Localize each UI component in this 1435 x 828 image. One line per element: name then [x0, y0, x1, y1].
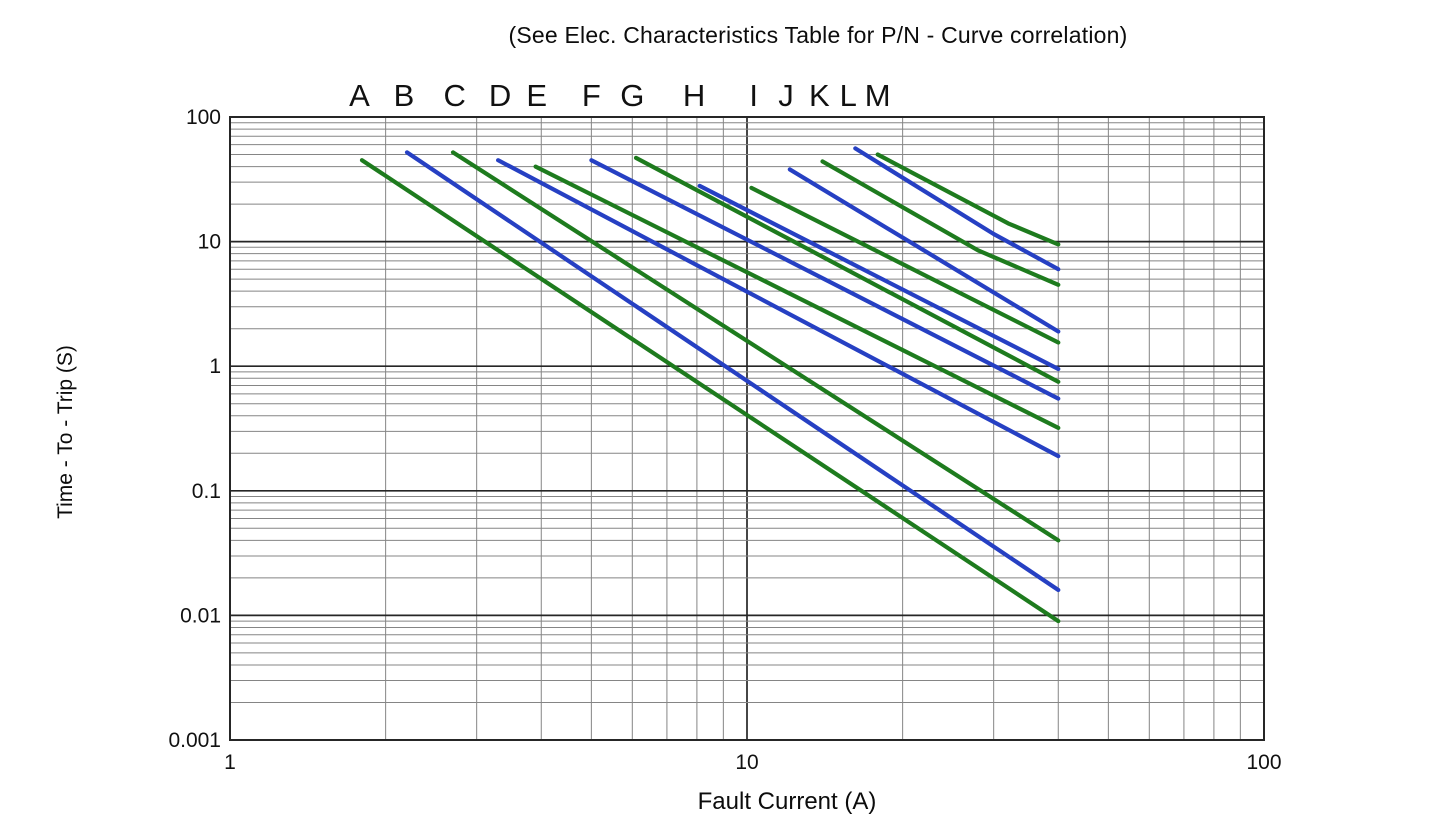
curve-label-B: B	[394, 78, 415, 113]
y-tick-label-1: 1	[209, 355, 221, 378]
y-tick-label-10: 10	[198, 231, 221, 254]
curve-label-L: L	[840, 78, 857, 113]
curve-L	[853, 146, 1061, 272]
curve-F	[589, 158, 1061, 401]
curve-label-K: K	[809, 78, 830, 113]
curve-label-G: G	[620, 78, 644, 113]
curve-I	[749, 185, 1061, 345]
curve-A	[359, 158, 1061, 624]
y-tick-label-100: 100	[186, 106, 221, 129]
curve-label-E: E	[526, 78, 547, 113]
x-axis-title: Fault Current (A)	[697, 788, 877, 815]
y-tick-label-0.1: 0.1	[192, 480, 221, 503]
curve-label-D: D	[489, 78, 511, 113]
plot-border	[229, 116, 1265, 741]
chart-title: (See Elec. Characteristics Table for P/N…	[508, 22, 1128, 48]
y-tick-label-0.01: 0.01	[180, 604, 221, 627]
x-tick-label-1: 1	[224, 751, 236, 774]
x-tick-label-10: 10	[735, 751, 758, 774]
curve-label-I: I	[749, 78, 758, 113]
curve-label-F: F	[582, 78, 601, 113]
curve-B	[404, 150, 1061, 593]
y-tick-label-0.001: 0.001	[168, 729, 221, 752]
curve-G	[633, 155, 1061, 384]
curve-E	[533, 164, 1061, 430]
curve-C	[450, 150, 1061, 543]
curve-H	[697, 183, 1061, 372]
curve-K	[820, 159, 1061, 287]
curve-D	[496, 158, 1061, 459]
curve-J	[787, 167, 1061, 334]
curve-M	[875, 152, 1061, 247]
curve-label-M: M	[865, 78, 891, 113]
curve-label-C: C	[443, 78, 465, 113]
curve-label-J: J	[778, 78, 794, 113]
x-tick-label-100: 100	[1246, 751, 1281, 774]
curve-label-H: H	[683, 78, 705, 113]
curve-label-A: A	[349, 78, 370, 113]
